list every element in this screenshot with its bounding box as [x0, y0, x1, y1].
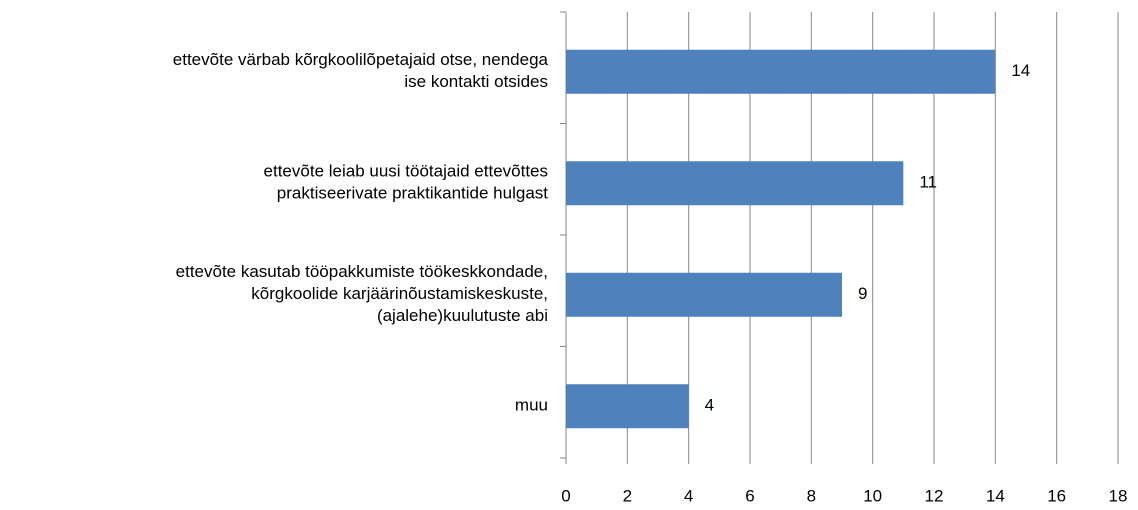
x-tick-label: 12: [925, 486, 944, 505]
bar: [566, 384, 689, 429]
value-label: 11: [919, 173, 937, 192]
bar: [566, 49, 996, 94]
y-tick-label: ettevõte värbab kõrgkoolilõpetajaid otse…: [173, 50, 549, 69]
x-tick-label: 6: [745, 486, 754, 505]
x-tick-label: 4: [684, 486, 693, 505]
x-tick-label: 18: [1109, 486, 1128, 505]
x-tick-label: 0: [561, 486, 570, 505]
bar: [566, 272, 842, 317]
x-tick-label: 8: [807, 486, 816, 505]
y-tick-label: (ajalehe)kuulutuste abi: [377, 306, 548, 325]
x-tick-label: 14: [986, 486, 1005, 505]
x-tick-label: 2: [623, 486, 632, 505]
y-tick-label: ettevõte kasutab tööpakkumiste töökeskko…: [176, 262, 548, 281]
x-tick-label: 10: [863, 486, 882, 505]
bar: [566, 161, 904, 206]
y-tick-label: ise kontakti otsides: [404, 72, 548, 91]
y-tick-label: praktiseerivate praktikantide hulgast: [277, 184, 548, 203]
value-label: 9: [858, 284, 867, 303]
y-tick-label: ettevõte leiab uusi töötajaid ettevõttes: [264, 162, 548, 181]
value-label: 4: [705, 396, 714, 415]
value-label: 14: [1011, 61, 1030, 80]
y-tick-label: kõrgkoolide karjäärinõustamiskeskuste,: [251, 284, 548, 303]
x-tick-label: 16: [1047, 486, 1066, 505]
y-tick-label: muu: [515, 396, 548, 415]
